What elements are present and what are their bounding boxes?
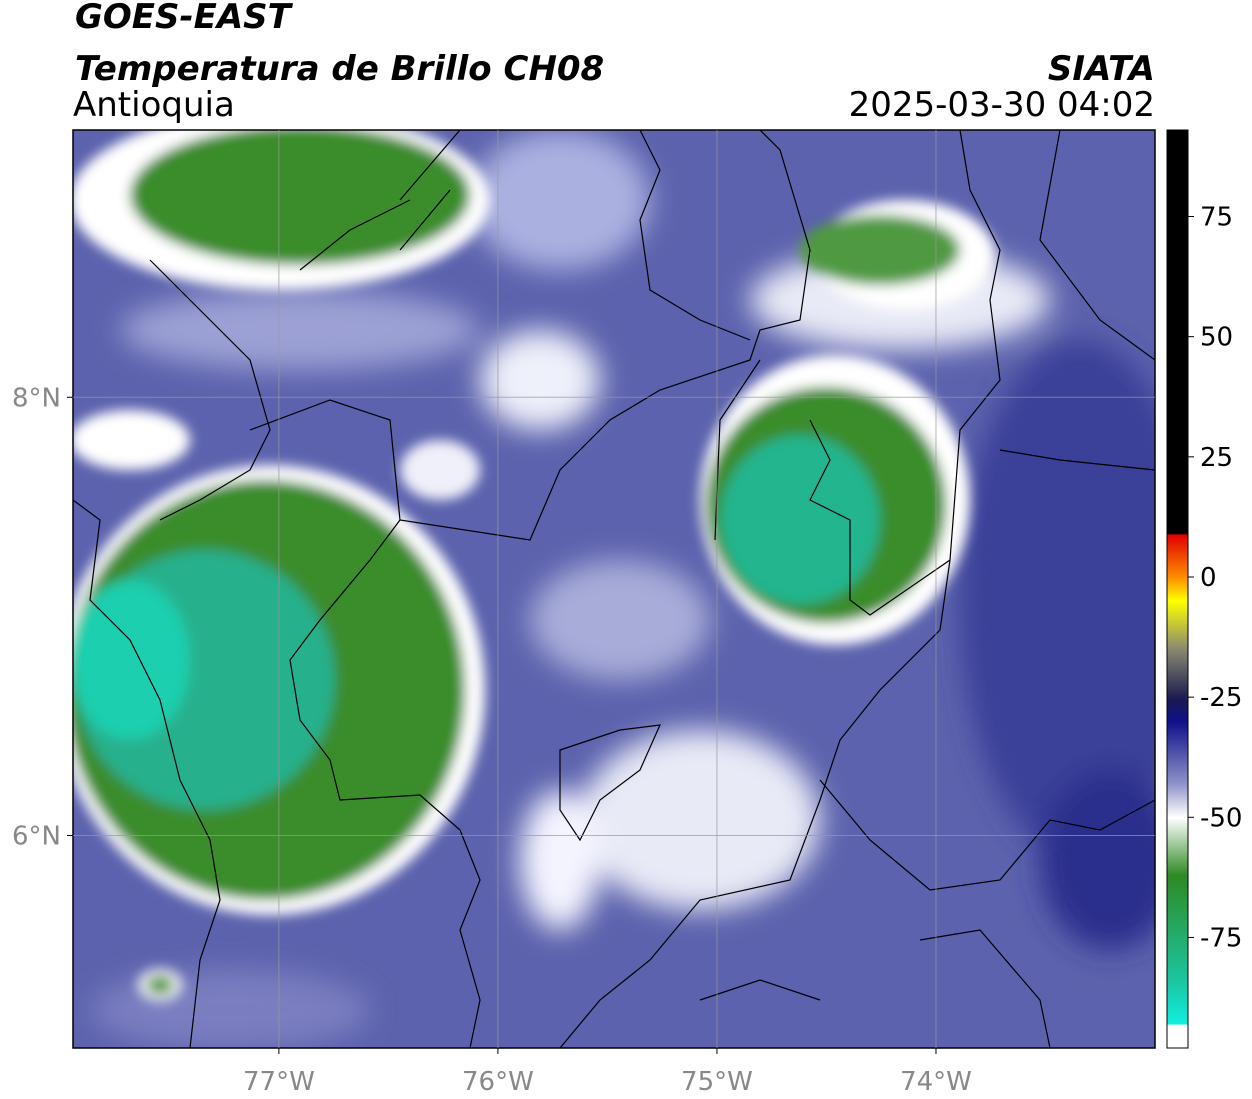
map-image [73, 130, 1155, 1048]
subtitle: Temperatura de Brillo CH08 [75, 49, 604, 89]
y-tick-label: 6°N [12, 821, 61, 851]
colorbar-tick-label: -25 [1200, 683, 1242, 713]
colorbar-tick-label: 75 [1200, 203, 1233, 233]
colorbar-tick-label: -75 [1200, 923, 1242, 953]
map-frame [72, 129, 1156, 1049]
x-tick-label: 77°W [243, 1067, 315, 1097]
colorbar-tick-label: 25 [1200, 443, 1233, 473]
title: GOES-EAST [75, 0, 294, 37]
datetime: 2025-03-30 04:02 [849, 85, 1155, 125]
region: Antioquia [73, 85, 235, 125]
x-tick-label: 75°W [681, 1067, 753, 1097]
colorbar [1166, 129, 1189, 1049]
colorbar-tick-label: -50 [1200, 803, 1242, 833]
colorbar-tick-label: 0 [1200, 563, 1217, 593]
x-tick-label: 76°W [462, 1067, 534, 1097]
source: SIATA [1048, 49, 1155, 89]
y-tick-label: 8°N [12, 383, 61, 413]
colorbar-tick-label: 50 [1200, 323, 1233, 353]
x-tick-label: 74°W [900, 1067, 972, 1097]
